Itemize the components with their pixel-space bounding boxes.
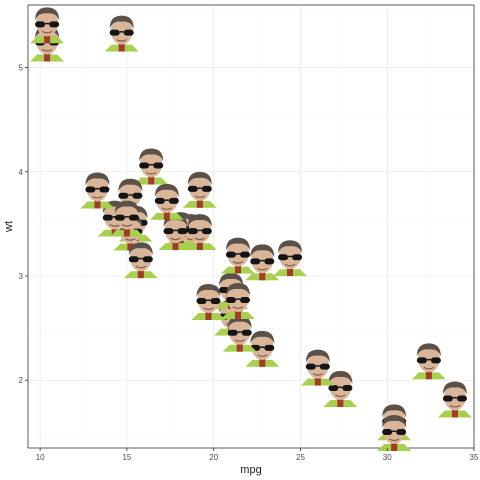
data-points	[29, 6, 473, 452]
y-tick-label: 2	[19, 376, 24, 385]
face-marker-point	[322, 370, 358, 408]
face-marker-point	[104, 14, 140, 52]
y-axis-title: wt	[3, 221, 15, 233]
y-tick-label: 4	[19, 168, 24, 177]
x-tick-label: 20	[209, 453, 218, 462]
x-tick-label: 30	[383, 453, 392, 462]
face-marker-point	[220, 237, 256, 274]
x-tick-label: 35	[470, 453, 479, 462]
x-axis-title: mpg	[240, 464, 261, 476]
x-tick-label: 10	[36, 453, 45, 462]
face-marker-point	[437, 380, 473, 418]
x-tick-label: 15	[122, 453, 131, 462]
face-marker-point	[272, 239, 308, 277]
axes: 10 15 20 25 30 35 2 3 4 5	[19, 64, 479, 462]
grid-lines	[28, 5, 475, 448]
y-tick-label: 3	[19, 272, 24, 281]
y-tick-label: 5	[19, 64, 24, 73]
face-marker-point	[376, 414, 412, 452]
face-marker-point	[182, 171, 218, 208]
face-marker-point	[244, 243, 280, 281]
face-marker-point	[133, 147, 169, 185]
face-marker-point	[411, 342, 447, 380]
x-tick-label: 25	[296, 453, 305, 462]
panel-border	[27, 4, 475, 449]
